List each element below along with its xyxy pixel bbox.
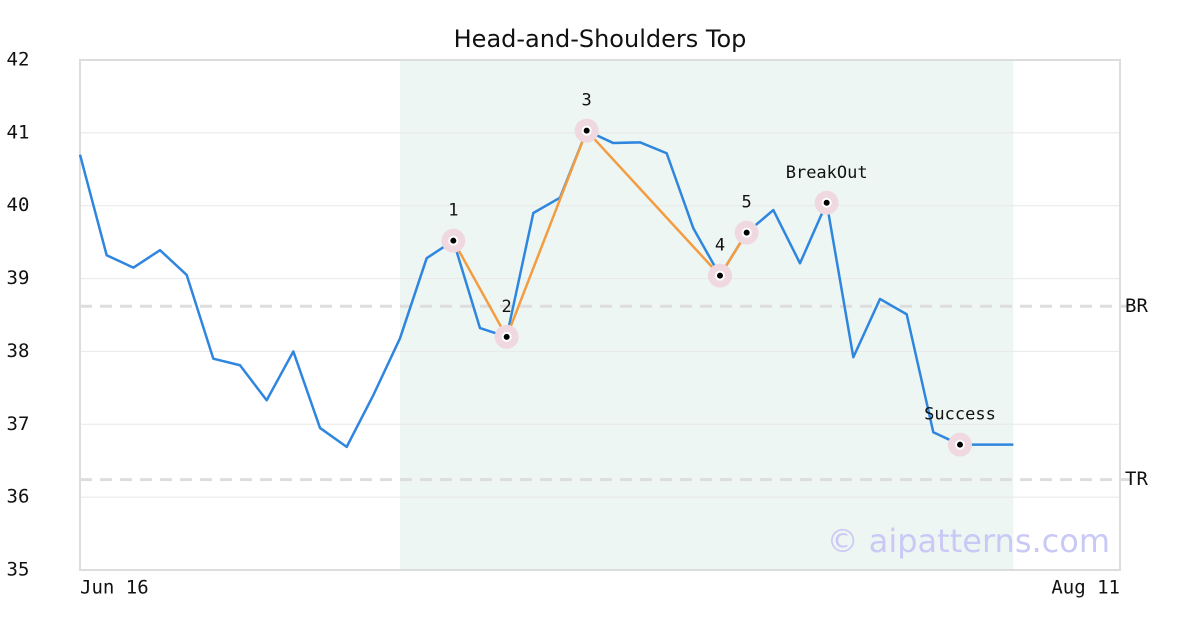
y-tick-label: 41 xyxy=(7,121,30,143)
y-tick-label: 39 xyxy=(7,267,30,289)
plot-frame xyxy=(79,59,1121,571)
signal-point xyxy=(821,197,832,208)
pattern-point-label: 4 xyxy=(715,236,725,256)
pattern-point xyxy=(448,235,459,246)
pattern-point-label: 3 xyxy=(582,91,592,111)
y-tick-label: 40 xyxy=(7,194,30,216)
pattern-point xyxy=(741,227,752,238)
pattern-point-label: 1 xyxy=(448,201,458,221)
y-tick-label: 42 xyxy=(7,49,30,71)
y-tick-label: 38 xyxy=(7,340,30,362)
y-tick-label: 35 xyxy=(7,559,30,581)
pattern-point xyxy=(581,125,592,136)
level-label: TR xyxy=(1125,468,1148,490)
y-tick-label: 36 xyxy=(7,486,30,508)
pattern-point xyxy=(501,331,512,342)
watermark: © aipatterns.com xyxy=(827,522,1110,560)
chart-title: Head-and-Shoulders Top xyxy=(454,25,747,53)
x-tick-label: Jun 16 xyxy=(80,577,149,599)
pattern-point xyxy=(715,270,725,281)
price-line xyxy=(78,129,1014,449)
signal-point-label: BreakOut xyxy=(786,163,868,183)
x-tick-label: Aug 11 xyxy=(1051,577,1120,599)
signal-point xyxy=(955,439,965,450)
y-tick-label: 37 xyxy=(7,413,30,435)
pattern-point-label: 2 xyxy=(502,297,512,317)
signal-point-label: Success xyxy=(924,405,996,425)
pattern-point-label: 5 xyxy=(742,193,752,213)
pattern-region xyxy=(400,60,1014,570)
level-label: BR xyxy=(1125,295,1148,317)
